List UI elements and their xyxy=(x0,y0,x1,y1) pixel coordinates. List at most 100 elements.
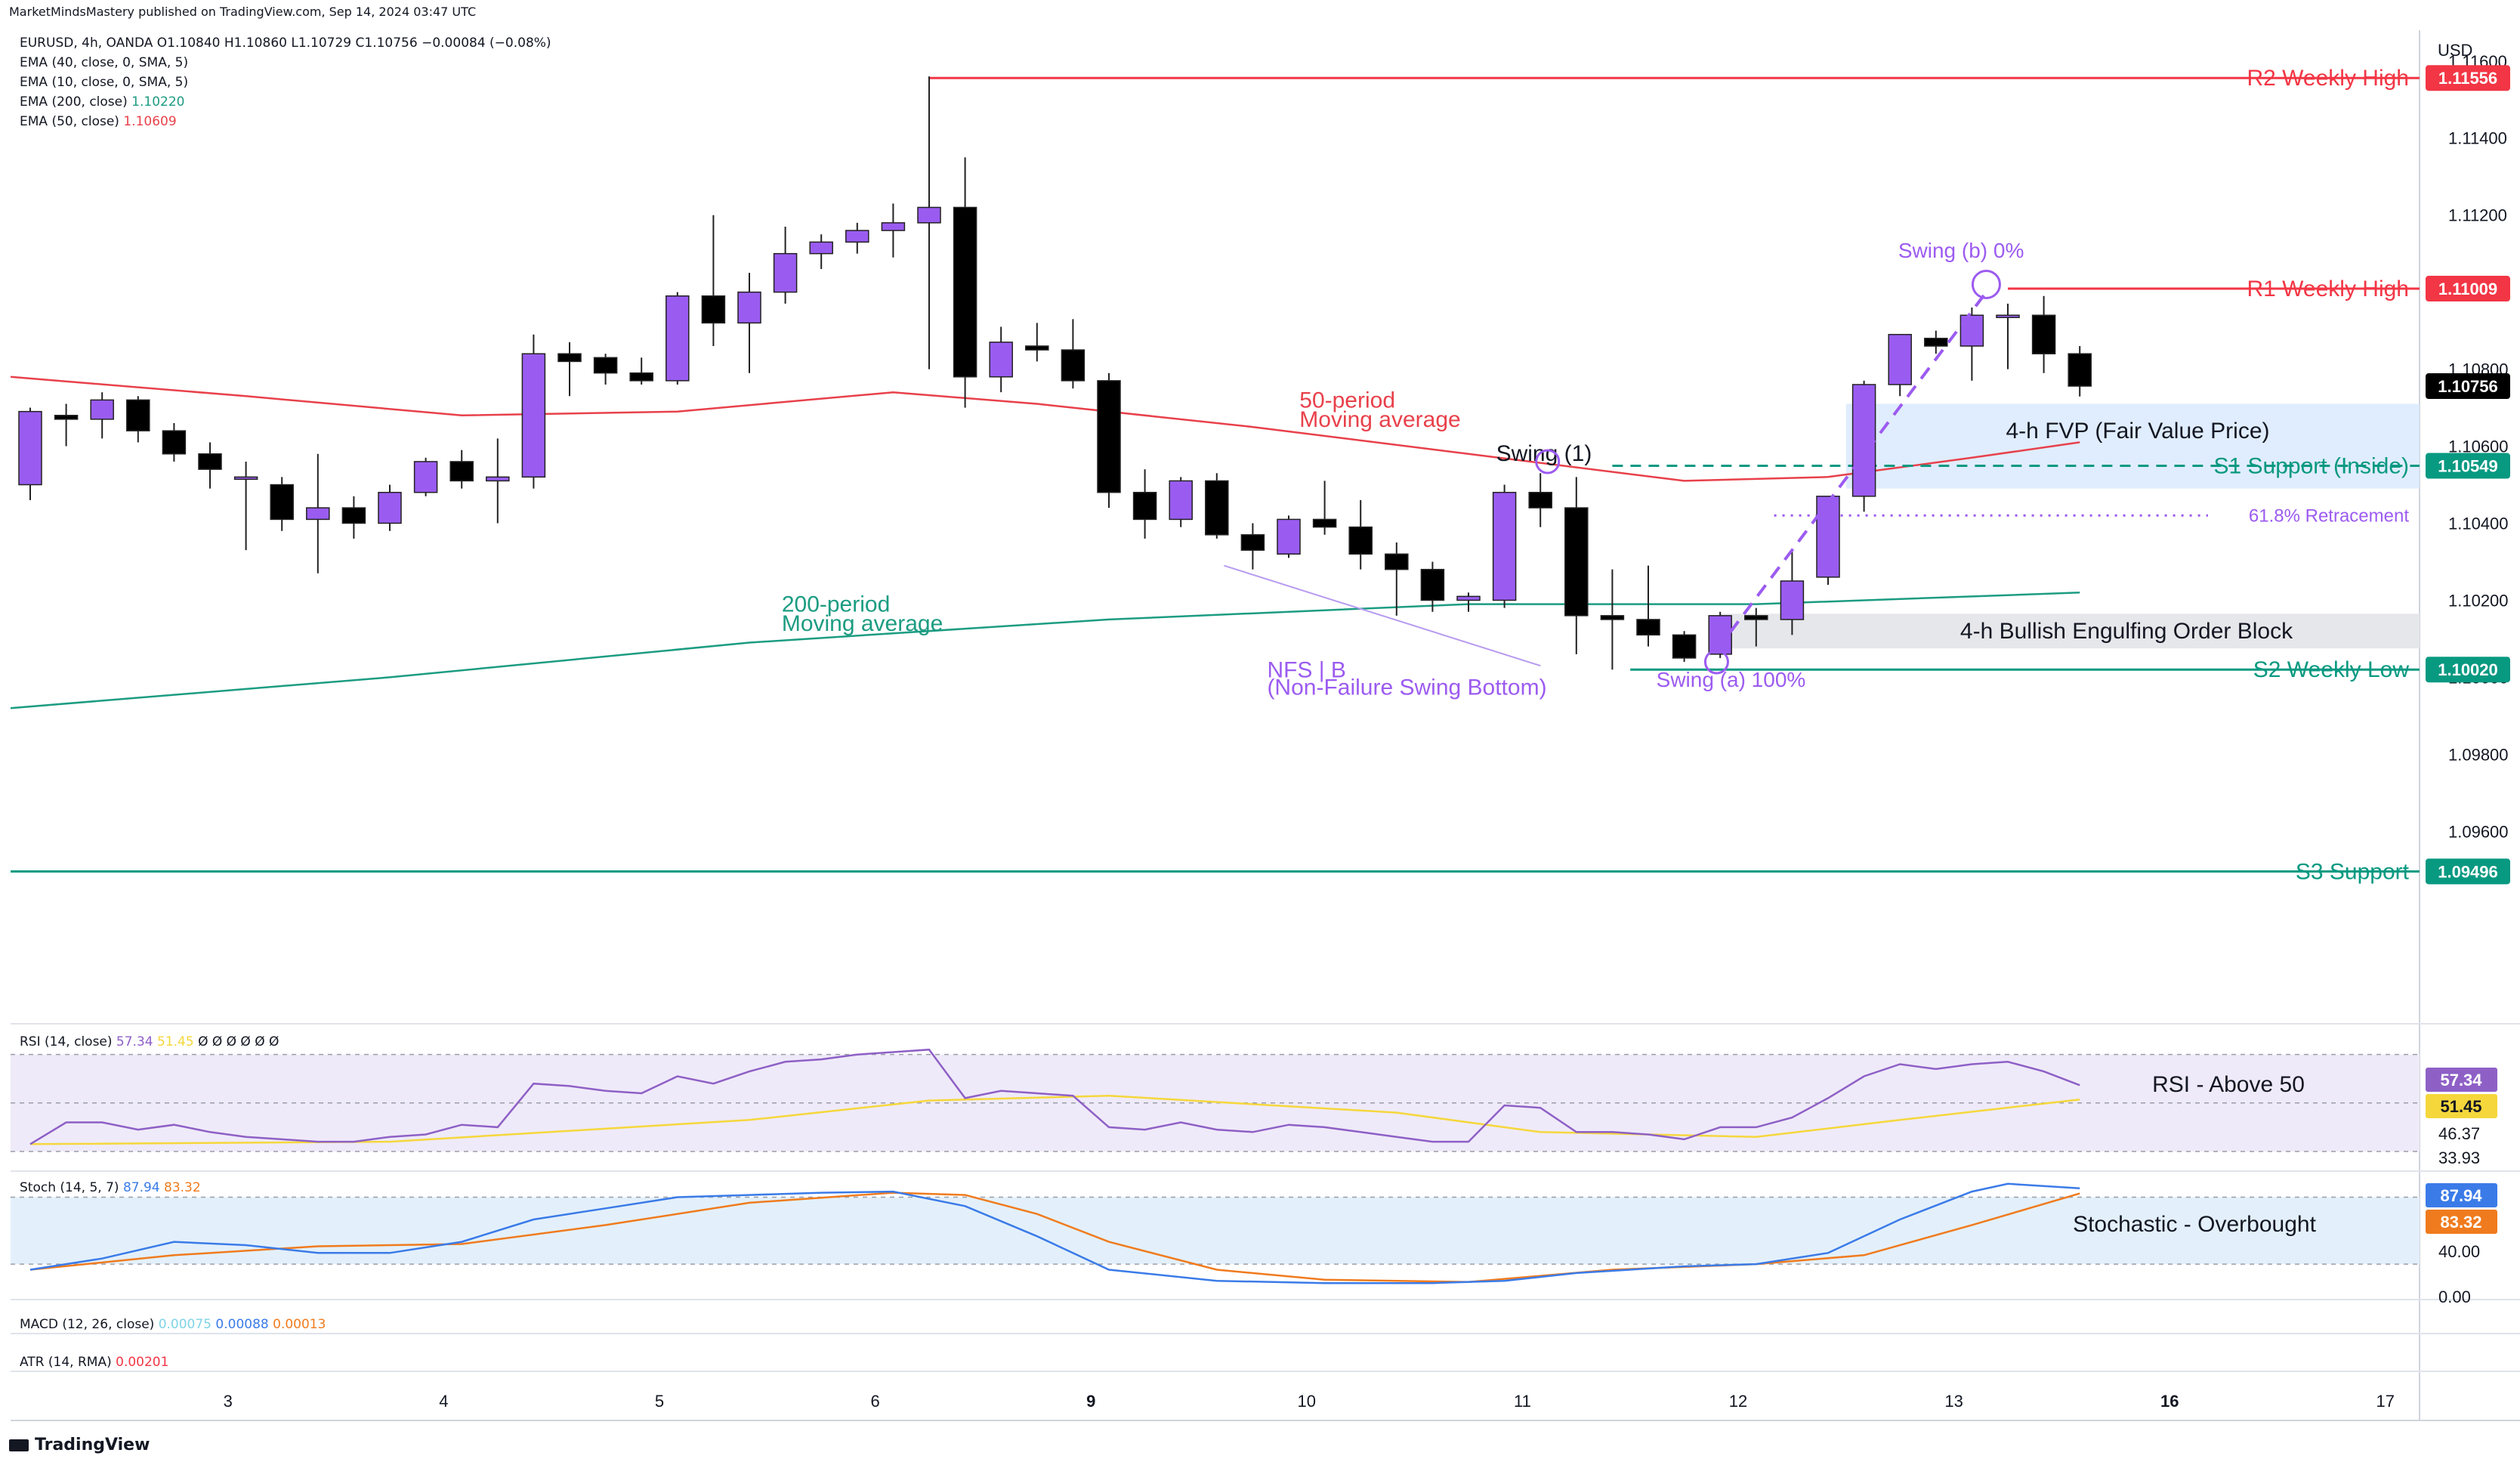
stoch-tick: 0.00 xyxy=(2438,1287,2471,1306)
stoch-legend: Stoch (14, 5, 7) 87.94 83.32 xyxy=(20,1180,201,1195)
time-tick-label: 12 xyxy=(1729,1392,1747,1411)
ema200-annotation: 200-period xyxy=(782,592,890,617)
level-label: S1 Support (Inside) xyxy=(2214,454,2409,479)
candle-body xyxy=(845,230,869,243)
level-price-tag xyxy=(2426,858,2510,885)
price-tick-label: 1.10200 xyxy=(2448,591,2509,610)
candle-body xyxy=(629,372,653,382)
candle xyxy=(54,403,79,447)
candle xyxy=(1312,481,1337,535)
indicator-legend: EMA (40, close, 0, SMA, 5) xyxy=(20,55,188,70)
candle-body xyxy=(1672,634,1697,659)
currency-label: USD xyxy=(2438,41,2472,60)
candle xyxy=(1132,469,1157,539)
candle-body xyxy=(162,430,187,455)
stoch-tick: 40.00 xyxy=(2438,1242,2480,1261)
time-tick-label: 5 xyxy=(655,1392,664,1411)
candle xyxy=(233,461,258,551)
rsi-ma-text: 51.45 xyxy=(2440,1097,2481,1116)
swing1-label: Swing (1) xyxy=(1496,441,1592,466)
level-label: R2 Weekly High xyxy=(2247,66,2409,91)
candle xyxy=(1240,523,1265,570)
candle xyxy=(1025,323,1049,362)
candle xyxy=(1672,631,1697,663)
tradingview-logo-icon xyxy=(9,1439,29,1451)
time-tick-label: 9 xyxy=(1086,1392,1095,1411)
candle-body xyxy=(953,206,977,378)
candle-body xyxy=(126,399,150,431)
price-tick-label: 1.09600 xyxy=(2448,822,2509,841)
ema200-line xyxy=(10,592,2080,709)
candle-body xyxy=(881,222,906,231)
candle xyxy=(341,496,366,539)
nfs-annotation: (Non-Failure Swing Bottom) xyxy=(1267,675,1546,700)
candle xyxy=(881,203,906,258)
candle-body xyxy=(1132,491,1157,521)
stoch-annotation: Stochastic - Overbought xyxy=(2073,1212,2316,1237)
candle-body xyxy=(233,476,258,481)
candle-body xyxy=(1924,338,1948,347)
candle-body xyxy=(1851,384,1876,497)
candle-body xyxy=(306,507,330,521)
candle-body xyxy=(1708,615,1732,655)
time-tick-label: 17 xyxy=(2376,1392,2395,1411)
candle-body xyxy=(1816,496,1840,578)
stoch-d-line xyxy=(29,1192,2080,1283)
candle xyxy=(1385,542,1409,616)
candle-body xyxy=(1169,480,1193,521)
candle xyxy=(917,76,941,369)
price-tick-label: 1.10600 xyxy=(2448,437,2509,456)
last-price-tag xyxy=(2426,373,2510,400)
time-tick-label: 3 xyxy=(224,1392,233,1411)
level-price-tag xyxy=(2426,453,2510,479)
candle-body xyxy=(1312,518,1337,528)
level-price-tag-text: 1.10549 xyxy=(2438,457,2498,476)
candle-body xyxy=(270,484,294,521)
stoch-k-text: 87.94 xyxy=(2440,1186,2482,1205)
candle-body xyxy=(449,461,474,482)
level-label: S2 Weekly Low xyxy=(2253,657,2410,682)
price-tick-label: 1.10400 xyxy=(2448,515,2509,533)
candle-body xyxy=(378,491,402,524)
candle xyxy=(126,396,150,443)
fvp-zone-label: 4-h FVP (Fair Value Price) xyxy=(2006,419,2270,444)
indicator-legend: EMA (50, close) 1.10609 xyxy=(20,114,177,129)
candle-body xyxy=(1600,615,1625,620)
candle-body xyxy=(1097,380,1121,493)
stoch-k-line xyxy=(29,1182,2080,1284)
candle xyxy=(306,453,330,573)
level-price-tag xyxy=(2426,657,2510,683)
candle xyxy=(809,234,833,270)
candle-body xyxy=(2068,353,2092,387)
time-tick-label: 6 xyxy=(870,1392,879,1411)
candle xyxy=(1888,333,1912,397)
candle xyxy=(1528,473,1552,527)
swing-ab-line xyxy=(1715,291,1988,651)
candle xyxy=(1456,592,1481,612)
candle-body xyxy=(18,410,42,486)
candle-body xyxy=(1996,314,2020,318)
order-block-label: 4-h Bullish Engulfing Order Block xyxy=(1960,619,2293,644)
level-price-tag-text: 1.09496 xyxy=(2438,862,2498,881)
candle-body xyxy=(593,357,618,374)
candle xyxy=(270,477,294,531)
candle-body xyxy=(2031,314,2056,354)
stoch-band xyxy=(11,1197,2420,1265)
candle-body xyxy=(1528,491,1552,508)
candle xyxy=(1061,319,1086,389)
ema50-annotation: 50-period xyxy=(1299,388,1395,413)
tradingview-logo-text: TradingView xyxy=(35,1436,150,1454)
ema200-annotation: Moving average xyxy=(782,611,943,636)
stoch-d-text: 83.32 xyxy=(2440,1213,2481,1232)
candle xyxy=(1097,372,1121,508)
macd-legend: MACD (12, 26, close) 0.00075 0.00088 0.0… xyxy=(20,1317,326,1332)
candle xyxy=(1420,561,1445,612)
indicator-legend: EMA (200, close) 1.10220 xyxy=(20,94,184,110)
rsi-band xyxy=(11,1054,2420,1151)
swing-b-marker xyxy=(1971,269,2001,299)
candle-body xyxy=(1564,507,1589,617)
candle xyxy=(413,457,438,496)
swing-a-marker xyxy=(1703,649,1729,675)
candle xyxy=(1816,496,1840,586)
